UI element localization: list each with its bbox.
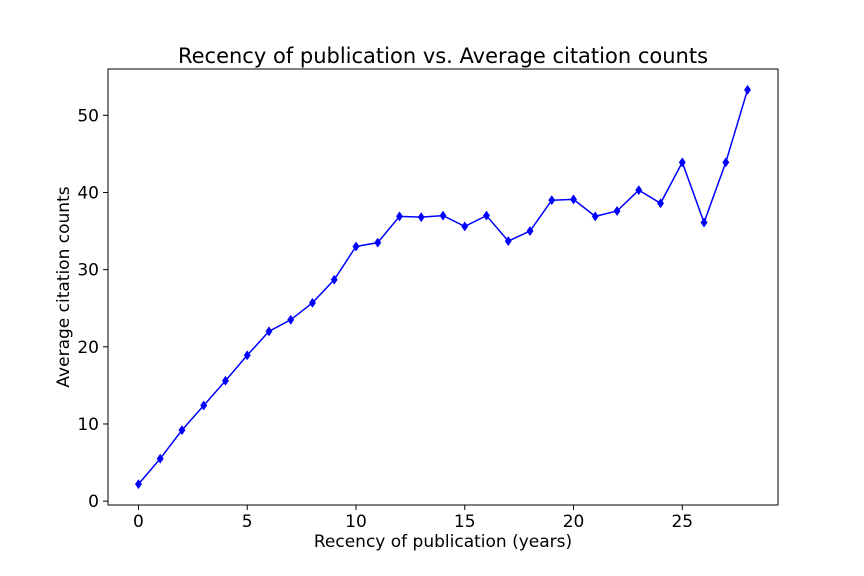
y-tick-label: 50 (77, 106, 99, 126)
data-point (591, 211, 599, 222)
data-point (439, 210, 447, 221)
data-point (504, 236, 512, 247)
data-point (395, 211, 403, 222)
x-tick-label: 15 (454, 512, 476, 532)
series-line (137, 89, 749, 485)
y-axis: 0 10 20 30 40 50 (77, 106, 108, 512)
x-tick-label: 0 (133, 512, 144, 532)
data-point (635, 185, 643, 196)
series-layer (134, 84, 752, 490)
data-point (744, 84, 752, 95)
data-point (483, 210, 491, 221)
x-tick-label: 20 (563, 512, 585, 532)
data-point (265, 326, 273, 337)
data-point (548, 195, 556, 206)
y-axis-label: Average citation counts (54, 186, 74, 387)
plot-frame (107, 68, 779, 506)
data-point (657, 198, 665, 209)
x-tick-label: 10 (345, 512, 367, 532)
data-point (221, 375, 229, 386)
x-axis: 0 5 10 15 20 25 (133, 505, 693, 532)
y-tick-label: 40 (77, 183, 99, 203)
y-tick-label: 30 (77, 261, 99, 281)
data-point (678, 157, 686, 168)
data-point (200, 400, 208, 411)
data-point (613, 205, 621, 217)
data-point (287, 314, 295, 325)
y-tick-label: 20 (77, 338, 99, 358)
y-tick-label: 10 (77, 415, 99, 435)
data-point (243, 350, 251, 361)
x-axis-label: Recency of publication (years) (314, 532, 572, 552)
data-point (570, 194, 578, 205)
x-tick-label: 5 (242, 512, 253, 532)
data-point (461, 221, 469, 232)
data-point (178, 425, 186, 436)
data-point (526, 226, 534, 237)
data-point (417, 212, 425, 223)
data-point (134, 479, 142, 490)
data-point (722, 157, 730, 168)
data-point (156, 453, 164, 464)
data-point (352, 241, 360, 252)
chart-title: Recency of publication vs. Average citat… (178, 44, 708, 68)
y-tick-label: 0 (88, 492, 99, 512)
data-point (700, 217, 708, 228)
data-point (374, 237, 382, 248)
data-point (330, 274, 338, 285)
data-point (308, 297, 316, 308)
x-tick-label: 25 (671, 512, 693, 532)
